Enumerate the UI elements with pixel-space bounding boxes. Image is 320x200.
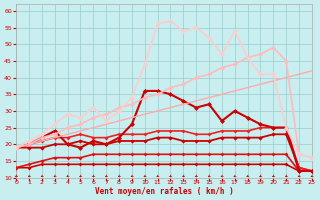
X-axis label: Vent moyen/en rafales ( km/h ): Vent moyen/en rafales ( km/h ) <box>95 187 233 196</box>
